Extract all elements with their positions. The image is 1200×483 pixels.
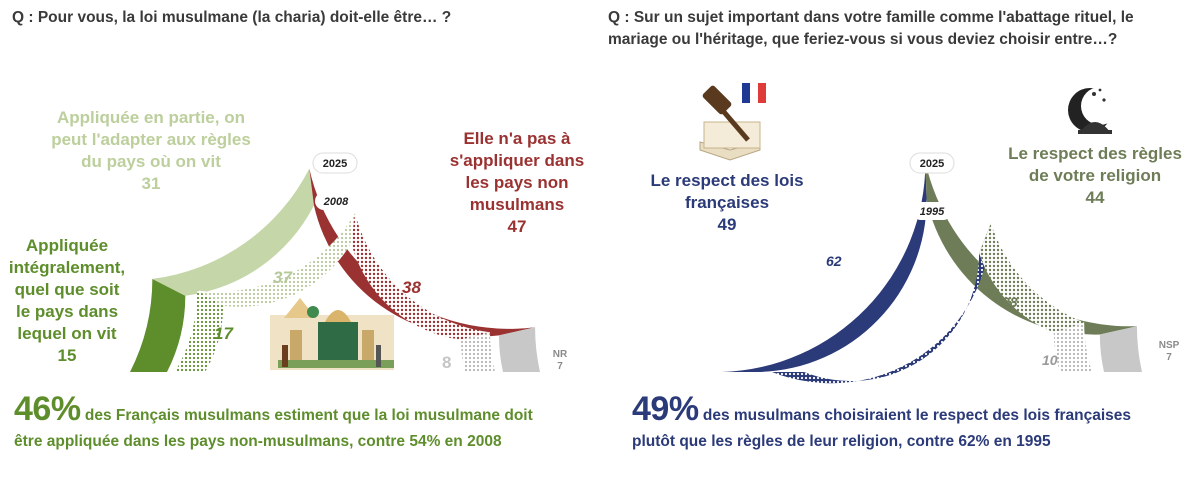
left-chart-2008-ring bbox=[175, 213, 495, 372]
right-year-2025-pill: 2025 bbox=[909, 152, 955, 174]
svg-text:2025: 2025 bbox=[323, 158, 347, 170]
label-appliquee-en-partie: Appliquée en partie, on peut l'adapter a… bbox=[42, 107, 260, 195]
label-value: 31 bbox=[141, 174, 161, 193]
label-value: 7 bbox=[1166, 352, 1172, 363]
left-year-2008-pill: 2008 bbox=[315, 192, 357, 210]
inner-value-en-partie: 37 bbox=[273, 268, 292, 287]
svg-text:1995: 1995 bbox=[920, 206, 945, 218]
label-text: Appliquée intégralement, quel que soit l… bbox=[8, 236, 126, 343]
left-conclusion-percent: 46% bbox=[14, 390, 81, 428]
inner-value-integralement: 17 bbox=[214, 324, 233, 343]
mosque-court-illustration-icon bbox=[270, 298, 394, 370]
inner-value-regles-religion: 28 bbox=[1002, 294, 1018, 310]
arc-2008-pas-a-appliquer bbox=[351, 213, 490, 340]
right-chart-2025-ring bbox=[722, 162, 1142, 372]
label-text: Elle n'a pas à s'appliquer dans les pays… bbox=[449, 129, 585, 214]
svg-text:2008: 2008 bbox=[323, 196, 349, 208]
label-value: 49 bbox=[717, 215, 737, 234]
arc-1995-nsp bbox=[1053, 322, 1092, 372]
arc-2008-en-partie bbox=[197, 213, 356, 307]
arc-2025-en-partie bbox=[152, 168, 314, 296]
label-value: 47 bbox=[507, 217, 527, 236]
inner-value-lois-francaises: 62 bbox=[826, 253, 842, 269]
right-year-1995-pill: 1995 bbox=[912, 202, 952, 220]
right-conclusion-percent: 49% bbox=[632, 390, 699, 428]
label-appliquee-integralement: Appliquée intégralement, quel que soit l… bbox=[8, 235, 126, 367]
arc-2025-nr bbox=[498, 327, 540, 372]
arc-2008-nr bbox=[460, 332, 495, 372]
label-value: 44 bbox=[1085, 188, 1105, 207]
label-regles-religion: Le respect des règles de votre religion … bbox=[1000, 143, 1190, 209]
arc-2025-nsp bbox=[1099, 326, 1142, 372]
inner-value-pas-a-appliquer: 38 bbox=[402, 278, 421, 297]
arc-2008-integralement bbox=[175, 290, 224, 372]
right-conclusion-line1: des musulmans choisiraient le respect de… bbox=[698, 407, 1132, 424]
left-conclusion-line1: des Français musulmans estiment que la l… bbox=[80, 407, 533, 424]
arc-2025-integralement bbox=[130, 278, 186, 372]
inner-value-nsp: 10 bbox=[1042, 352, 1058, 368]
left-question: Q : Pour vous, la loi musulmane (la char… bbox=[12, 9, 452, 26]
label-lois-francaises: Le respect des lois françaises 49 bbox=[648, 170, 806, 236]
right-chart-1995-ring bbox=[772, 223, 1092, 384]
svg-text:2025: 2025 bbox=[920, 158, 944, 170]
arc-1995-regles-religion bbox=[979, 223, 1085, 333]
label-text: Le respect des lois françaises bbox=[650, 171, 804, 212]
label-nr: NR 7 bbox=[548, 349, 572, 373]
left-year-2025-pill: 2025 bbox=[312, 152, 358, 174]
right-conclusion-line2: plutôt que les règles de leur religion, … bbox=[632, 433, 1051, 450]
label-pas-a-appliquer: Elle n'a pas à s'appliquer dans les pays… bbox=[448, 128, 586, 238]
inner-value-nr: 8 bbox=[442, 353, 452, 372]
label-text: NR bbox=[552, 349, 568, 360]
label-value: 15 bbox=[57, 346, 77, 365]
gavel-book-icon bbox=[699, 83, 766, 161]
crescent-mosque-icon bbox=[1068, 87, 1119, 134]
label-value: 7 bbox=[557, 361, 563, 372]
right-question-line2: mariage ou l'héritage, que feriez-vous s… bbox=[608, 31, 1118, 48]
right-question-line1: Q : Sur un sujet important dans votre fa… bbox=[608, 9, 1134, 26]
right-question: Q : Sur un sujet important dans votre fa… bbox=[608, 7, 1134, 51]
label-text: Le respect des règles de votre religion bbox=[1008, 144, 1182, 185]
left-conclusion: 46% des Français musulmans estiment que … bbox=[14, 392, 604, 455]
left-conclusion-line2: être appliquée dans les pays non-musulma… bbox=[14, 433, 502, 450]
label-text: Appliquée en partie, on peut l'adapter a… bbox=[51, 108, 251, 171]
right-conclusion: 49% des musulmans choisiraient le respec… bbox=[632, 392, 1192, 455]
label-nsp: NSP 7 bbox=[1154, 340, 1184, 364]
left-chart-2025-ring bbox=[130, 168, 540, 372]
label-text: NSP bbox=[1158, 340, 1180, 351]
arc-2025-lois-francaises bbox=[722, 162, 927, 372]
